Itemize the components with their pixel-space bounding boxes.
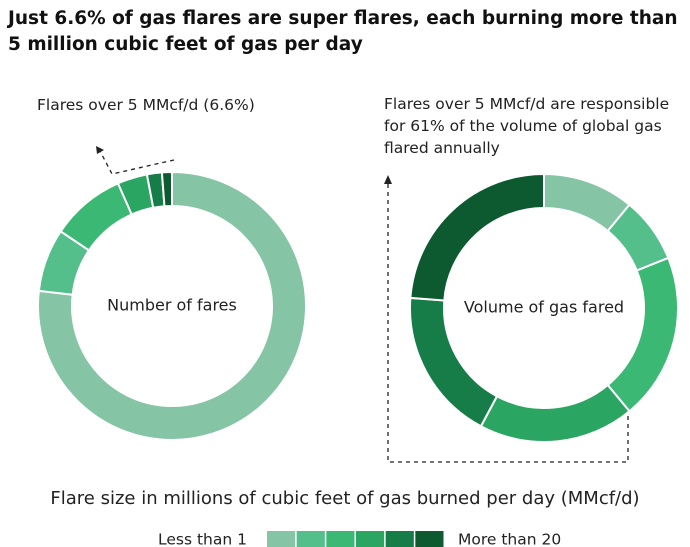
legend-swatch: [267, 531, 296, 547]
legend-swatch: [385, 531, 414, 547]
donut-segment: [606, 256, 679, 413]
center-label: Number of fares: [107, 296, 237, 315]
annotation: Flares over 5 MMcf/d are responsible for…: [384, 95, 670, 157]
legend-high: More than 20: [458, 531, 561, 547]
legend-title: Flare size in millions of cubic feet of …: [50, 488, 639, 509]
legend-swatch: [356, 531, 385, 547]
donut-segment: [409, 172, 545, 302]
donut-segment: [37, 170, 307, 441]
arrow-head: [384, 175, 392, 184]
legend-low: Less than 1: [158, 531, 247, 547]
arrow-head: [96, 146, 104, 154]
donut-segment: [479, 383, 631, 443]
leader-line: [99, 150, 175, 175]
donut-segment: [160, 170, 173, 208]
donut-segment: [409, 296, 499, 428]
leader-line: [387, 182, 629, 463]
legend-swatch: [415, 531, 444, 547]
chart-title: Just 6.6% of gas flares are super flares…: [8, 8, 678, 55]
annotation: Flares over 5 MMcf/d (6.6%): [37, 96, 255, 114]
leader-lines: [99, 150, 629, 463]
center-label: Volume of gas fared: [464, 298, 624, 317]
legend-swatch: [326, 531, 355, 547]
legend-swatch: [296, 531, 325, 547]
